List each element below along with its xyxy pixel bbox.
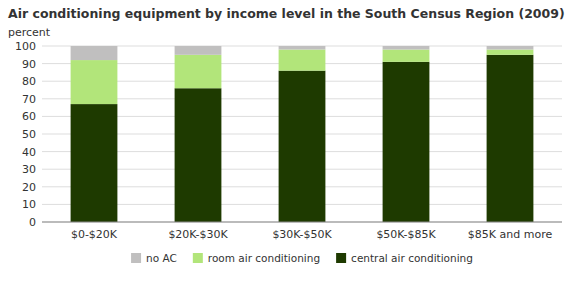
x-tick-label: $30K-$50K [272, 228, 332, 241]
bar-segment [175, 55, 222, 88]
y-tick-label: 0 [29, 216, 36, 229]
bar-segment [71, 46, 118, 60]
x-tick-label: $85K and more [468, 228, 553, 241]
y-tick-label: 50 [22, 128, 36, 141]
legend-label: central air conditioning [351, 252, 473, 264]
grid [42, 46, 562, 222]
bar-segment [175, 88, 222, 222]
bar-segment [383, 62, 430, 222]
legend-swatch [131, 253, 141, 263]
y-axis-label: percent [8, 26, 51, 39]
bar-segment [71, 60, 118, 104]
x-tick-label: $20K-$30K [168, 228, 228, 241]
y-tick-label: 100 [15, 40, 36, 53]
y-tick-label: 10 [22, 198, 36, 211]
y-tick-label: 40 [22, 146, 36, 159]
bar-segment [383, 50, 430, 62]
y-tick-label: 70 [22, 93, 36, 106]
bars [71, 46, 534, 222]
legend-label: room air conditioning [208, 252, 320, 264]
bar-segment [279, 50, 326, 71]
bar-segment [175, 46, 222, 55]
x-tick-label: $50K-$85K [376, 228, 436, 241]
bar-segment [487, 55, 534, 222]
bar-segment [279, 71, 326, 222]
bar-segment [383, 46, 430, 50]
chart-container: Air conditioning equipment by income lev… [0, 0, 575, 287]
chart-svg: Air conditioning equipment by income lev… [0, 0, 575, 287]
bar-segment [487, 50, 534, 55]
y-tick-label: 80 [22, 75, 36, 88]
bar-segment [279, 46, 326, 50]
bar-segment [487, 46, 534, 50]
bar-segment [71, 104, 118, 222]
x-tick-label: $0-$20K [71, 228, 118, 241]
title: Air conditioning equipment by income lev… [8, 6, 565, 21]
grid-line [42, 222, 562, 223]
y-tick-label: 60 [22, 110, 36, 123]
legend: no AC room air conditioning central air co… [131, 252, 473, 264]
x-axis-line [42, 222, 562, 223]
legend-swatch [193, 253, 203, 263]
y-tick-label: 20 [22, 181, 36, 194]
legend-swatch [336, 253, 346, 263]
y-tick-label: 30 [22, 163, 36, 176]
y-tick-label: 90 [22, 58, 36, 71]
legend-label: no AC [146, 252, 177, 264]
